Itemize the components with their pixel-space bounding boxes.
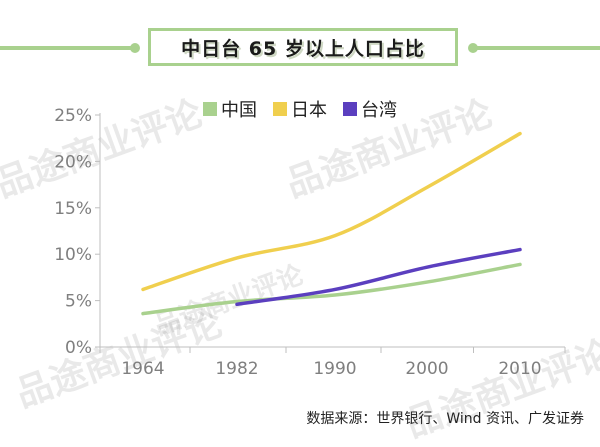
legend-swatch: [273, 102, 287, 116]
legend-item: 台湾: [343, 96, 397, 122]
x-tick-label: 1982: [215, 359, 258, 379]
series-line-台湾: [235, 247, 522, 307]
y-tick-label: 15%: [54, 199, 92, 219]
header-line-right: [476, 46, 600, 50]
x-tick-label: 1964: [121, 359, 164, 379]
x-tick-label: 2000: [405, 359, 448, 379]
y-tick-label: 10%: [54, 245, 92, 265]
chart-title: 中日台 65 岁以上人口占比: [181, 37, 425, 60]
line-chart: 0% 5% 10% 15% 20% 25% 1964 1982 1990 2000 2010: [54, 106, 566, 379]
series-line-中国: [141, 262, 522, 316]
x-tick-label: 1990: [313, 359, 356, 379]
title-box: 中日台 65 岁以上人口占比: [148, 28, 458, 66]
legend-label: 台湾: [361, 100, 397, 121]
legend-label: 日本: [291, 100, 327, 121]
y-tick-label: 5%: [65, 292, 92, 312]
source-note: 数据来源：世界银行、Wind 资讯、广发证券: [306, 411, 584, 427]
legend: 中国 日本 台湾: [0, 96, 600, 122]
legend-label: 中国: [221, 100, 257, 121]
header-dot-left: [130, 43, 140, 53]
axes: 0% 5% 10% 15% 20% 25% 1964 1982 1990 2000 2010: [54, 106, 566, 379]
header: 中日台 65 岁以上人口占比: [0, 28, 600, 68]
series-layer: [141, 131, 522, 316]
legend-item: 中国: [203, 96, 257, 122]
legend-swatch: [343, 102, 357, 116]
y-tick-label: 20%: [54, 152, 92, 172]
series-line-日本: [141, 131, 522, 292]
y-tick-label: 25%: [54, 106, 92, 126]
y-tick-label: 0%: [65, 338, 92, 358]
x-tick-label: 2010: [498, 359, 541, 379]
header-dot-right: [468, 43, 478, 53]
header-line-left: [0, 46, 135, 50]
legend-item: 日本: [273, 96, 327, 122]
legend-swatch: [203, 102, 217, 116]
